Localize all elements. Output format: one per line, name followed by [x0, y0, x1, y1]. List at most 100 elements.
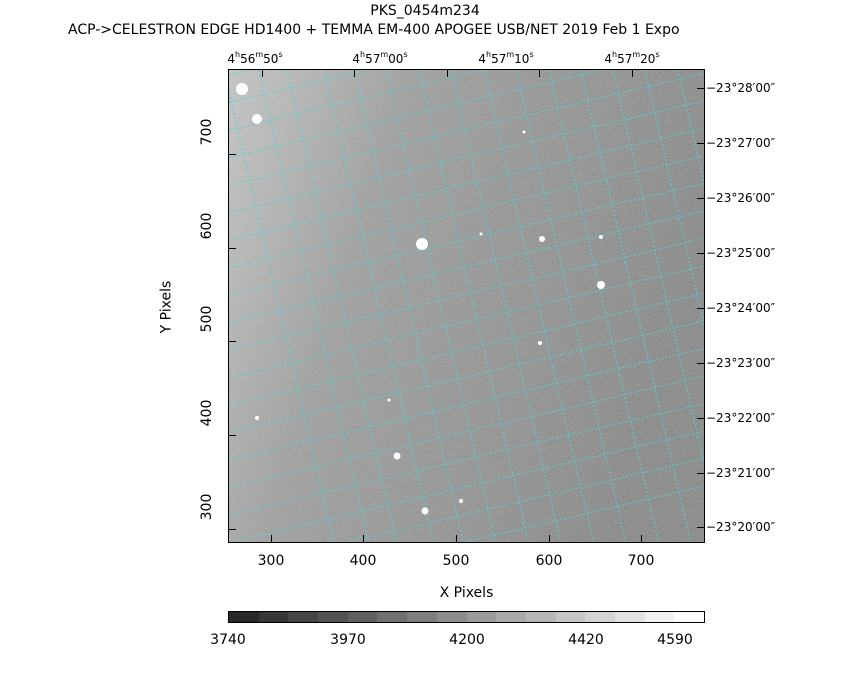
ra-tick-label: 4h57m20s	[604, 50, 660, 66]
dec-grid-line	[229, 127, 704, 241]
ra-grid-line	[323, 70, 435, 542]
axis-tick	[228, 435, 236, 436]
colorbar-segment	[288, 612, 319, 622]
dec-grid-line	[229, 210, 704, 323]
colorbar-segment	[436, 612, 467, 622]
colorbar-segment	[525, 612, 556, 622]
star	[252, 114, 262, 124]
ra-grid-line	[286, 70, 398, 542]
axis-tick	[228, 341, 236, 342]
sky-noise	[229, 70, 704, 542]
y-tick-label: 300	[199, 493, 215, 521]
axis-tick	[271, 535, 272, 543]
star	[599, 235, 603, 239]
dec-grid-line	[229, 155, 704, 268]
axis-tick	[539, 69, 540, 77]
axis-tick	[697, 198, 705, 199]
axis-tick	[549, 535, 550, 543]
axis-tick	[456, 535, 457, 543]
colorbar-label: 4590	[657, 632, 693, 648]
axis-tick	[697, 363, 705, 364]
colorbar-segment	[229, 612, 259, 622]
x-tick-label: 400	[349, 553, 377, 569]
dec-grid-line	[229, 320, 704, 433]
image-title: PKS_0454m234	[370, 3, 480, 19]
ra-grid-line	[418, 70, 530, 542]
sky-image[interactable]	[228, 69, 705, 543]
dec-grid-line	[229, 402, 704, 516]
star	[522, 130, 526, 134]
axis-tick	[262, 69, 263, 77]
axis-tick	[447, 69, 448, 77]
axis-tick	[363, 535, 364, 543]
dec-tick-label: −23°21′00″	[706, 466, 776, 480]
dec-grid-line	[229, 72, 704, 186]
ra-grid-line	[612, 70, 704, 465]
star	[393, 452, 401, 460]
y-tick-label: 600	[199, 212, 215, 240]
star	[236, 83, 248, 95]
axis-tick	[697, 308, 705, 309]
colorbar-segment	[407, 612, 437, 622]
ra-tick-label: 4h56m50s	[227, 50, 283, 66]
colorbar-segment	[585, 612, 615, 622]
ra-grid-line	[515, 70, 627, 542]
x-tick-label: 300	[257, 553, 285, 569]
dec-grid-line	[463, 485, 704, 542]
x-tick-label: 600	[535, 553, 563, 569]
dec-grid-line	[229, 70, 604, 158]
axis-tick	[632, 69, 633, 77]
ra-grid-line	[353, 70, 465, 542]
dec-grid-line	[229, 375, 704, 488]
star	[479, 232, 483, 236]
dec-tick-label: −23°20′00″	[706, 520, 776, 534]
colorbar-segment	[674, 612, 704, 622]
star	[416, 238, 428, 250]
ra-grid-line	[580, 70, 692, 542]
axis-tick	[697, 88, 705, 89]
star	[255, 416, 259, 420]
y-tick-label: 700	[199, 118, 215, 146]
y-tick-label: 400	[199, 399, 215, 427]
colorbar-label: 4200	[449, 632, 485, 648]
axis-tick	[697, 527, 705, 528]
dec-grid-line	[229, 292, 704, 406]
ra-tick-label: 4h57m00s	[352, 50, 408, 66]
x-tick-label: 700	[627, 553, 655, 569]
colorbar-segment	[347, 612, 378, 622]
ra-tick-label: 4h57m10s	[478, 50, 534, 66]
image-subtitle: ACP->CELESTRON EDGE HD1400 + TEMMA EM-40…	[68, 22, 680, 38]
dec-grid-line	[229, 70, 370, 103]
ra-grid-line	[229, 89, 335, 542]
dec-grid-line	[229, 70, 487, 131]
axis-tick	[354, 69, 355, 77]
dec-tick-label: −23°25′00″	[706, 246, 776, 260]
y-tick-label: 500	[199, 305, 215, 333]
colorbar-segment	[555, 612, 586, 622]
axis-tick	[228, 529, 236, 530]
colorbar-label: 3970	[330, 632, 366, 648]
ra-grid-line	[450, 70, 562, 542]
star	[538, 341, 542, 345]
colorbar-segment	[377, 612, 408, 622]
dec-grid-line	[229, 265, 704, 378]
ra-grid-line	[644, 70, 704, 327]
star	[421, 507, 429, 515]
axis-tick	[697, 253, 705, 254]
colorbar-segment	[318, 612, 348, 622]
dec-tick-label: −23°23′00″	[706, 356, 776, 370]
colorbar-segment	[644, 612, 675, 622]
ra-grid-line	[385, 70, 497, 542]
axis-tick	[697, 473, 705, 474]
dec-tick-label: −23°28′00″	[706, 81, 776, 95]
dec-grid-line	[229, 430, 704, 542]
image-overlay	[229, 70, 704, 542]
dec-tick-label: −23°27′00″	[706, 136, 776, 150]
axis-tick	[697, 418, 705, 419]
axis-tick	[641, 535, 642, 543]
dec-tick-label: −23°26′00″	[706, 191, 776, 205]
colorbar-label: 4420	[568, 632, 604, 648]
axis-tick	[228, 154, 236, 155]
colorbar-segment	[258, 612, 289, 622]
star	[387, 398, 391, 402]
